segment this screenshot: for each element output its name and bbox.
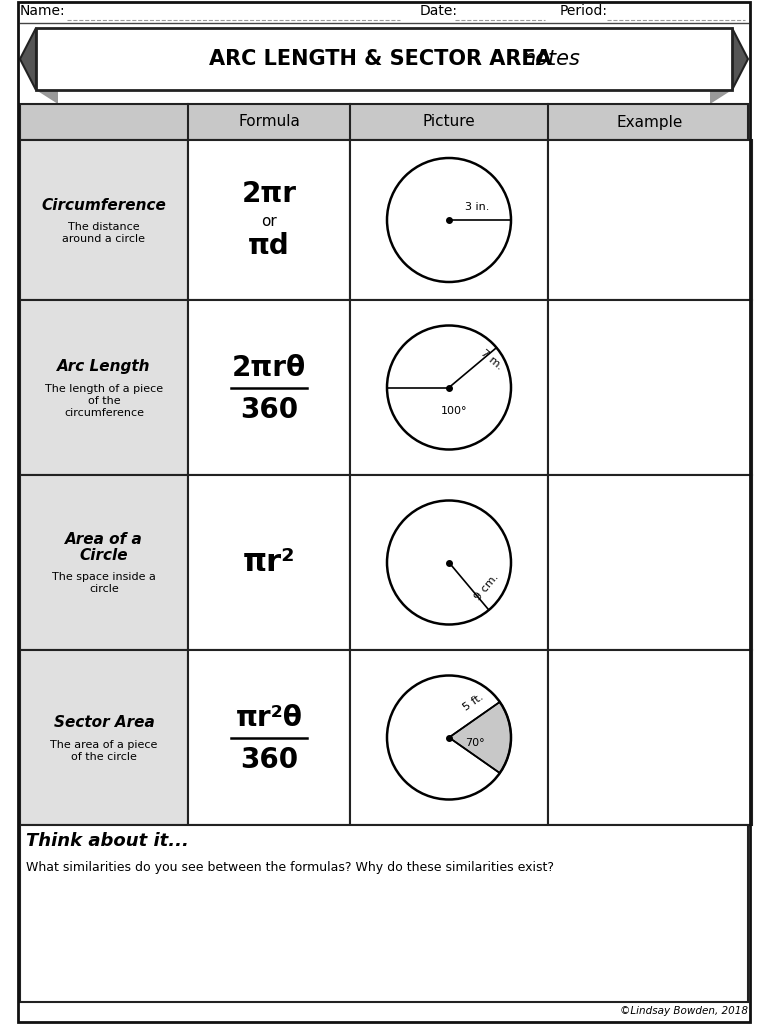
- Text: around a circle: around a circle: [62, 234, 145, 244]
- Bar: [350, 300, 548, 475]
- Bar: [548, 140, 752, 300]
- Text: 70°: 70°: [465, 738, 485, 749]
- Text: Formula: Formula: [238, 115, 300, 129]
- Text: 7 m.: 7 m.: [479, 348, 505, 372]
- Text: The distance: The distance: [68, 222, 140, 232]
- Bar: [188, 475, 350, 650]
- Bar: [350, 140, 548, 300]
- Bar: [548, 475, 752, 650]
- Text: Think about it...: Think about it...: [26, 831, 189, 850]
- Text: Area of a: Area of a: [65, 532, 143, 547]
- Bar: [20, 650, 188, 825]
- Text: πr²: πr²: [243, 548, 295, 577]
- Text: ARC LENGTH & SECTOR AREA: ARC LENGTH & SECTOR AREA: [209, 49, 559, 69]
- Bar: [36, 28, 732, 90]
- Bar: [20, 825, 748, 1002]
- Text: The length of a piece: The length of a piece: [45, 384, 163, 393]
- Bar: [188, 300, 350, 475]
- Bar: [548, 650, 752, 825]
- Text: circumference: circumference: [64, 408, 144, 418]
- Text: of the circle: of the circle: [71, 752, 137, 762]
- Text: 2πrθ: 2πrθ: [232, 353, 306, 382]
- Text: 360: 360: [240, 745, 298, 773]
- Bar: [20, 140, 188, 300]
- Bar: [188, 140, 350, 300]
- Bar: [188, 650, 350, 825]
- Bar: [20, 104, 748, 140]
- Polygon shape: [710, 90, 732, 104]
- Bar: [350, 650, 548, 825]
- Text: Sector Area: Sector Area: [54, 715, 154, 730]
- Polygon shape: [36, 90, 58, 104]
- Text: Arc Length: Arc Length: [58, 359, 151, 374]
- Text: Example: Example: [617, 115, 684, 129]
- Text: πr²θ: πr²θ: [236, 703, 303, 731]
- Bar: [548, 300, 752, 475]
- Text: notes: notes: [522, 49, 580, 69]
- Text: 9 cm.: 9 cm.: [473, 572, 501, 602]
- Bar: [20, 475, 188, 650]
- Text: Name:: Name:: [20, 4, 65, 18]
- Text: ©Lindsay Bowden, 2018: ©Lindsay Bowden, 2018: [620, 1006, 748, 1016]
- Text: Date:: Date:: [420, 4, 458, 18]
- Polygon shape: [20, 28, 36, 90]
- Text: 100°: 100°: [441, 406, 468, 416]
- Text: 360: 360: [240, 395, 298, 424]
- Text: of the: of the: [88, 395, 121, 406]
- Text: Picture: Picture: [422, 115, 475, 129]
- Wedge shape: [449, 701, 511, 773]
- Text: 2πr: 2πr: [241, 180, 296, 208]
- Bar: [20, 300, 188, 475]
- Text: 5 ft.: 5 ft.: [462, 692, 485, 713]
- Text: Period:: Period:: [560, 4, 608, 18]
- Text: Circle: Circle: [80, 548, 128, 563]
- Text: The space inside a: The space inside a: [52, 572, 156, 583]
- Bar: [350, 475, 548, 650]
- Text: or: or: [261, 213, 277, 228]
- Text: Circumference: Circumference: [41, 198, 167, 213]
- Text: circle: circle: [89, 585, 119, 595]
- Text: What similarities do you see between the formulas? Why do these similarities exi: What similarities do you see between the…: [26, 861, 554, 874]
- Text: 3 in.: 3 in.: [465, 202, 489, 212]
- Polygon shape: [732, 28, 748, 90]
- Text: πd: πd: [248, 232, 290, 260]
- Text: The area of a piece: The area of a piece: [51, 739, 157, 750]
